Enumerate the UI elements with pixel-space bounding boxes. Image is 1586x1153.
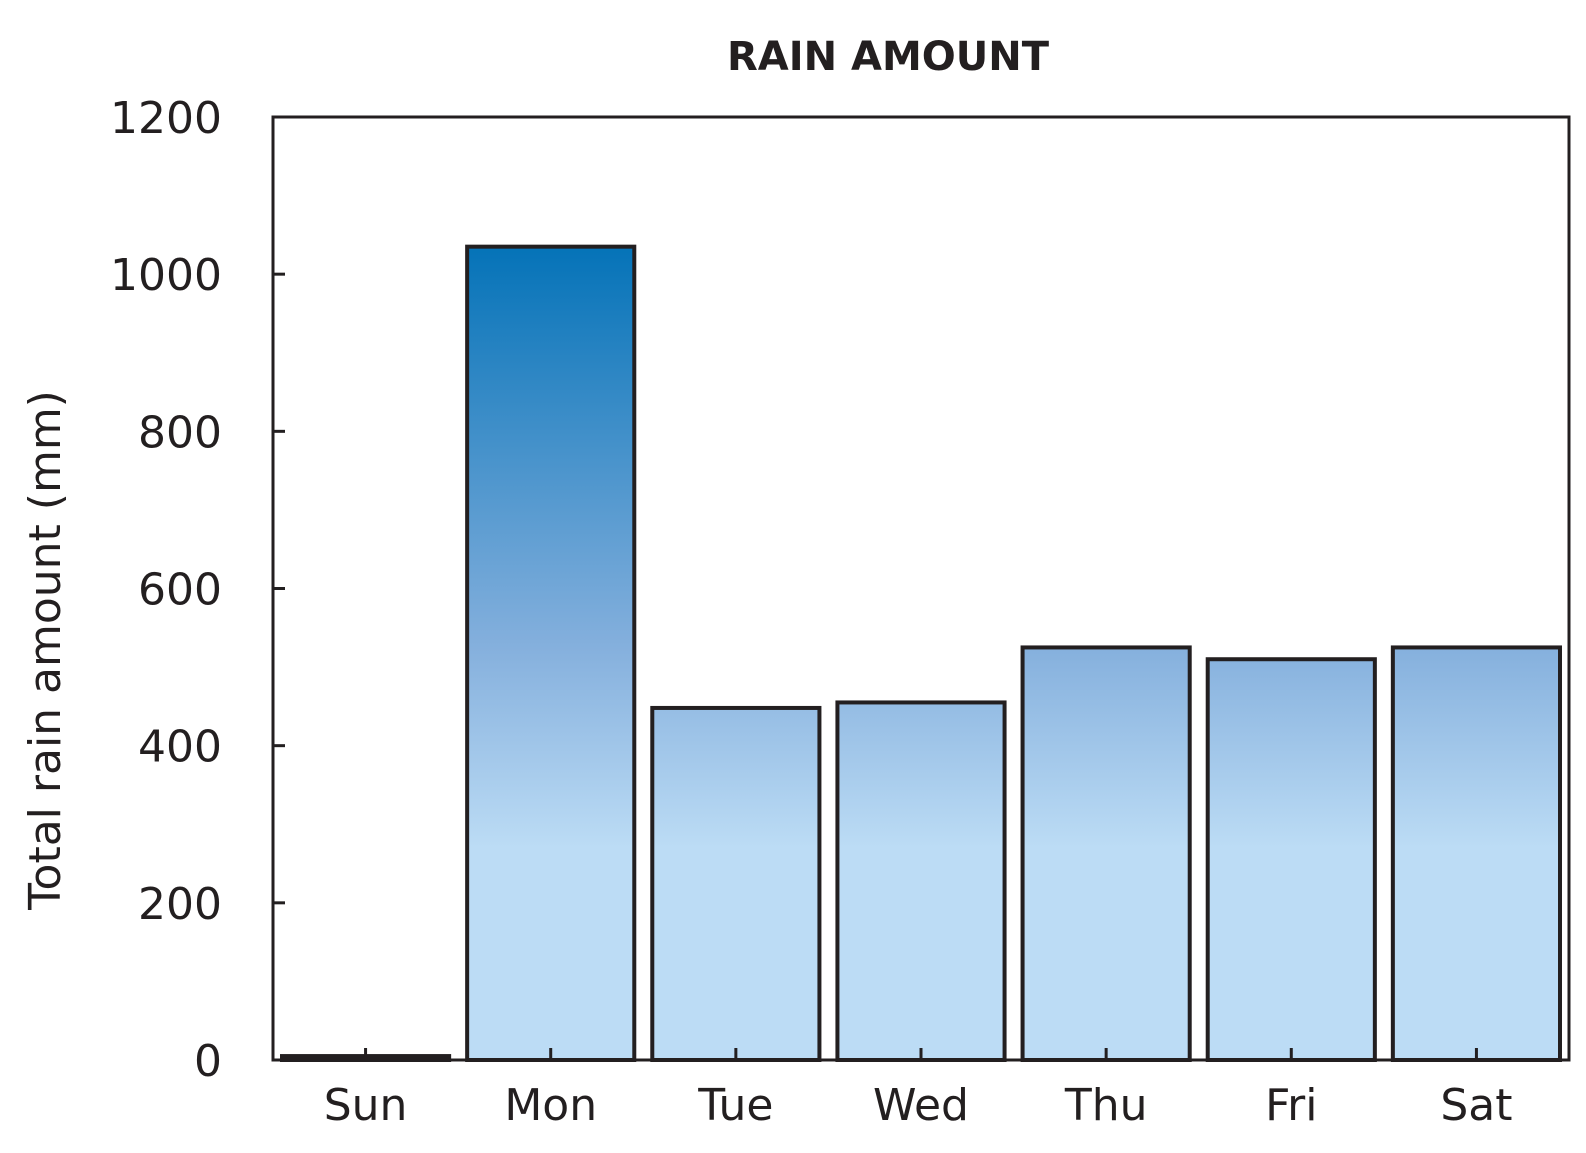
- bars-group: [280, 244, 1563, 1063]
- x-tick-label-mon: Mon: [504, 1080, 597, 1131]
- chart-title: RAIN AMOUNT: [727, 34, 1050, 80]
- x-tick-label-tue: Tue: [697, 1080, 773, 1131]
- y-tick-label: 800: [138, 407, 222, 458]
- y-tick-label: 200: [138, 879, 222, 930]
- y-tick-label: 400: [138, 722, 222, 773]
- bar-sat: [1390, 645, 1563, 1062]
- bar-tue: [650, 705, 822, 1062]
- y-axis-label: Total rain amount (mm): [20, 390, 71, 911]
- y-axis-ticks: 0 200 400 600 800 1000 1200: [110, 93, 285, 1087]
- y-tick-label: 0: [194, 1036, 222, 1087]
- y-tick-label: 600: [138, 565, 222, 616]
- bar-mon: [465, 244, 637, 1063]
- x-axis-ticks: Sun Mon Tue Wed Thu Fri Sat: [324, 1048, 1513, 1131]
- x-tick-label-sat: Sat: [1440, 1080, 1512, 1131]
- x-tick-label-thu: Thu: [1064, 1080, 1148, 1131]
- bar-thu: [1020, 645, 1192, 1062]
- y-tick-label: 1000: [110, 250, 222, 301]
- y-tick-label: 1200: [110, 93, 222, 144]
- bar-wed: [835, 700, 1007, 1063]
- x-tick-label-sun: Sun: [324, 1080, 408, 1131]
- x-tick-label-wed: Wed: [873, 1080, 969, 1131]
- bar-fri: [1205, 657, 1377, 1062]
- plot-frame: [271, 115, 1571, 1062]
- x-tick-label-fri: Fri: [1265, 1080, 1317, 1131]
